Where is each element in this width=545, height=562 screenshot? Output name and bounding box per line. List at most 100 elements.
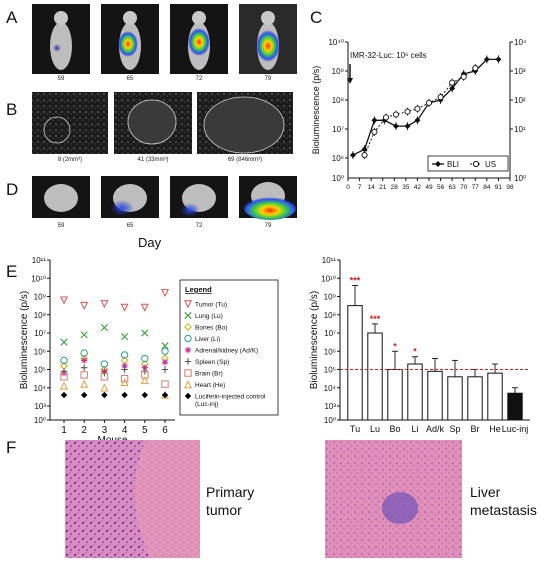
- c-bli-point: [349, 152, 356, 159]
- el-point-5-1: [81, 364, 88, 371]
- panel-b-images: [32, 92, 293, 154]
- el-ytick-label: 10⁵: [34, 366, 46, 375]
- ultrasound-image-1: [32, 92, 108, 154]
- c-us-point: [361, 152, 368, 159]
- c-bli-point: [449, 85, 456, 92]
- el-point-8-5: [161, 391, 169, 399]
- c-ylabel: Bioluminescence (p/s): [311, 66, 321, 155]
- er-bar-7: [487, 372, 503, 421]
- el-point-1-5: [161, 342, 169, 350]
- er-bar-1: [367, 332, 383, 421]
- er-xtick-label-2: Bo: [389, 424, 400, 434]
- panel-label-a: A: [6, 8, 18, 27]
- er-ytick-label: 10¹¹: [322, 256, 337, 265]
- el-point-3-4: [141, 354, 149, 363]
- er-ytick-label: 10⁰: [324, 416, 336, 425]
- el-point-8-2: [101, 391, 108, 399]
- el-point-5-5: [161, 366, 169, 373]
- mouse-image-59: [32, 4, 90, 74]
- mouse-image-72: [170, 4, 228, 74]
- c-us-point: [392, 111, 399, 118]
- el-legend-label-1: Lung (Lu): [195, 313, 223, 320]
- c-bli-point: [495, 56, 502, 63]
- el-point-3-1: [80, 349, 88, 357]
- el-legend-label-3: Liver (Li): [195, 336, 220, 343]
- c-xtick-label: 0: [346, 184, 350, 191]
- el-ytick-label: 10⁹: [34, 293, 46, 302]
- c-xtick-label: 14: [368, 184, 376, 191]
- panel-d-images: [32, 176, 297, 220]
- c-legend-box: [427, 155, 509, 172]
- el-ytick-label: 10¹⁰: [31, 274, 46, 283]
- c-legend-bli-marker: [435, 161, 441, 167]
- c-us-point: [414, 105, 421, 112]
- c-ytick-left-label: 10⁸: [332, 96, 344, 105]
- el-legend-marker-4: [184, 346, 192, 354]
- c-annotation: IMR-32-Luc: 10⁶ cells: [350, 51, 427, 60]
- panel-label-b: B: [6, 100, 18, 119]
- c-xtick-label: 49: [425, 184, 433, 191]
- er-bar-8: [507, 392, 523, 421]
- c-ytick-right-label: 10¹: [514, 125, 526, 134]
- er-ytick-label: 10⁴: [324, 384, 337, 393]
- c-xtick-label: 56: [437, 184, 445, 191]
- chart-e-scatter: 10¹¹10¹⁰10⁹10⁸10⁷10⁶10⁵10⁴10³10⁰123456Mo…: [19, 256, 279, 445]
- ultrasound-image-3: [197, 92, 293, 154]
- er-ytick-label: 10⁶: [324, 347, 336, 356]
- c-legend-bli-label: BLI: [447, 160, 459, 169]
- el-point-4-3: [121, 362, 128, 370]
- c-us-point: [382, 114, 390, 121]
- el-point-1-1: [80, 331, 88, 339]
- el-legend-label-7: Heart (He): [195, 382, 225, 389]
- el-point-0-2: [100, 300, 109, 309]
- el-legend-label-5: Spleen (Sp): [195, 359, 229, 366]
- er-ytick-label: 10¹⁰: [321, 274, 336, 283]
- c-series-bli-line: [352, 58, 499, 156]
- el-point-7-0: [59, 381, 69, 390]
- c-us-point: [425, 99, 433, 106]
- panel-d-day-72: 72: [195, 223, 203, 229]
- el-point-6-1: [80, 371, 88, 379]
- c-ytick-right-label: 10³: [514, 67, 526, 76]
- el-xtick-label: 4: [122, 425, 128, 436]
- el-legend-label-4: Adrenal/kidney (Ad/K): [195, 348, 258, 355]
- el-legend-marker-5: [184, 358, 192, 365]
- c-xtick-label: 77: [472, 184, 480, 191]
- el-xtick-label: 2: [81, 425, 87, 436]
- panel-label-f: F: [6, 438, 17, 457]
- er-significance-2: *: [393, 341, 397, 351]
- c-xtick-label: 21: [379, 184, 387, 191]
- el-point-8-3: [121, 391, 128, 399]
- c-ytick-right-label: 10⁰: [514, 174, 526, 183]
- panel-b-caption-2: 41 (33mm³): [137, 157, 169, 163]
- c-xtick-label: 7: [358, 184, 362, 191]
- el-point-3-5: [161, 347, 169, 355]
- el-legend-marker-3: [184, 334, 192, 343]
- el-ylabel: Bioluminescence (p/s): [19, 291, 30, 389]
- c-legend-us-label: US: [485, 160, 496, 169]
- er-bar-0: [347, 305, 363, 421]
- er-bar-2: [387, 369, 403, 421]
- c-us-point: [460, 73, 467, 80]
- c-ytick-left-label: 10⁹: [332, 67, 344, 76]
- er-xtick-label-8: Luc-inj: [502, 424, 529, 434]
- panel-b-caption-1: 8 (2mm³): [57, 157, 83, 163]
- c-us-point: [472, 65, 479, 72]
- el-point-8-0: [60, 391, 68, 399]
- er-xtick-label-3: Li: [411, 424, 418, 434]
- er-ytick-label: 10³: [324, 402, 336, 411]
- el-legend-label-8: Luciferin-injected control: [195, 394, 266, 401]
- er-bar-5: [447, 376, 463, 421]
- el-point-6-0: [60, 373, 68, 381]
- el-point-7-3: [120, 377, 129, 386]
- er-xtick-label-4: Ad/k: [426, 424, 445, 434]
- panel-d-day-59: 59: [57, 223, 65, 229]
- c-us-point: [404, 108, 411, 115]
- er-bar-4: [427, 370, 443, 421]
- el-point-3-3: [120, 351, 129, 359]
- mouse-top-65: [101, 176, 159, 218]
- c-legend-us-marker: [472, 160, 480, 168]
- c-xtick-label: 42: [414, 184, 422, 191]
- panel-a-day-72: 72: [195, 76, 203, 82]
- el-point-0-3: [120, 303, 129, 312]
